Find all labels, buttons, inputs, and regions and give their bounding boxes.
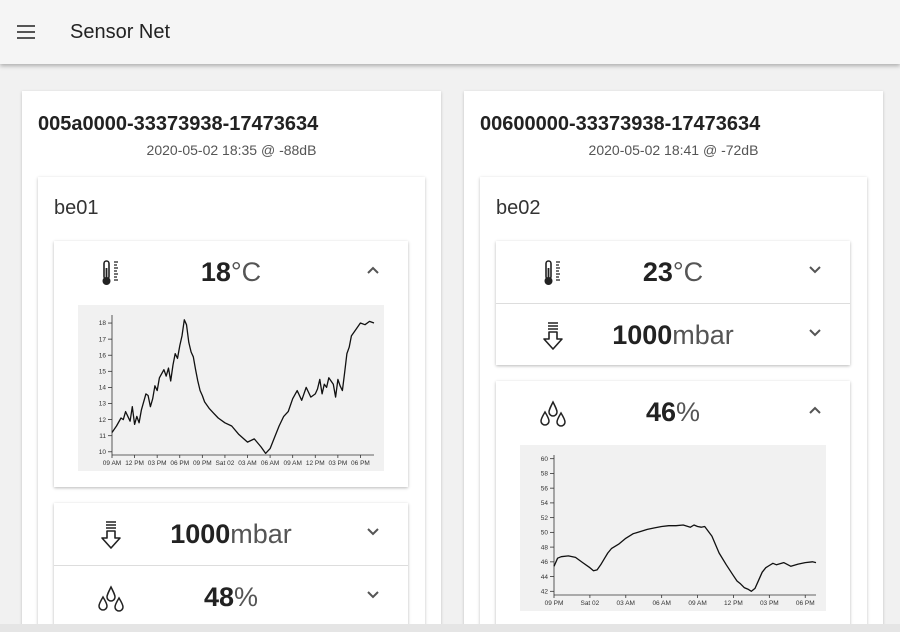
sensor-panel: 23°C 1000mbar	[496, 241, 850, 365]
temperature-row[interactable]: 23°C	[496, 241, 850, 303]
humidity-value: 46%	[645, 397, 701, 427]
x-tick-label: 03 PM	[328, 460, 347, 467]
location-name: be01	[54, 197, 99, 219]
thermometer-icon	[102, 260, 118, 285]
temperature-value: 23°C	[642, 257, 704, 287]
app-bar: Sensor Net	[0, 0, 900, 64]
location-name: be02	[496, 197, 541, 219]
pressure-row[interactable]: 1000mbar	[496, 303, 850, 365]
pressure-down-arrow-icon	[543, 322, 563, 350]
y-tick-label: 42	[541, 589, 549, 596]
pressure-value: 1000mbar	[170, 519, 292, 549]
y-tick-label: 52	[541, 515, 549, 522]
x-tick-label: 12 PM	[306, 460, 325, 467]
water-drops-icon	[540, 400, 566, 427]
humidity-row[interactable]: 46%	[496, 381, 850, 443]
x-tick-label: 09 PM	[193, 460, 212, 467]
chevron-down-icon[interactable]	[366, 590, 380, 600]
temperature-value: 18°C	[200, 257, 262, 287]
y-tick-label: 56	[541, 485, 549, 492]
y-tick-label: 18	[99, 320, 107, 327]
y-tick-label: 16	[99, 352, 107, 359]
x-tick-label: 12 PM	[724, 600, 743, 607]
x-tick-label: 12 PM	[125, 460, 144, 467]
x-tick-label: 09 AM	[283, 460, 301, 467]
device-id: 00600000-33373938-17473634	[480, 113, 761, 135]
device-status: 2020-05-02 18:41 @ -72dB	[588, 142, 759, 158]
y-tick-label: 46	[541, 559, 549, 566]
device-status: 2020-05-02 18:35 @ -88dB	[146, 142, 317, 158]
y-tick-label: 10	[99, 449, 107, 456]
device-id: 005a0000-33373938-17473634	[38, 113, 319, 135]
y-tick-label: 60	[541, 456, 549, 463]
x-tick-label: 03 AM	[617, 600, 635, 607]
x-tick-label: 06 PM	[796, 600, 815, 607]
x-tick-label: 03 PM	[760, 600, 779, 607]
y-tick-label: 17	[99, 336, 107, 343]
y-tick-label: 11	[99, 433, 106, 440]
y-tick-label: 15	[99, 369, 107, 376]
x-tick-label: 03 PM	[148, 460, 167, 467]
x-tick-label: 09 AM	[103, 460, 121, 467]
device-card: 005a0000-33373938-17473634 2020-05-02 18…	[22, 91, 441, 632]
device-card: 00600000-33373938-17473634 2020-05-02 18…	[464, 91, 883, 632]
humidity-value: 48%	[203, 582, 259, 612]
y-tick-label: 12	[99, 417, 107, 424]
chevron-down-icon[interactable]	[808, 265, 822, 275]
y-tick-label: 13	[99, 401, 107, 408]
series-line	[111, 319, 375, 455]
water-drops-icon	[98, 585, 124, 612]
temperature-row[interactable]: 18°C	[54, 241, 408, 303]
y-tick-label: 14	[99, 385, 107, 392]
chevron-up-icon[interactable]	[808, 405, 822, 415]
y-tick-label: 48	[541, 544, 549, 551]
bottom-scroll-edge	[0, 624, 900, 632]
y-tick-label: 58	[541, 471, 549, 478]
humidity-panel: 46% 42 44 46 48 50 52 54 56 58 60 09 PM Sat 02 03 AM…	[496, 381, 850, 627]
y-tick-label: 44	[541, 574, 549, 581]
x-tick-label: 06 PM	[351, 460, 370, 467]
menu-icon[interactable]	[14, 21, 38, 43]
chevron-down-icon[interactable]	[808, 328, 822, 338]
pressure-down-arrow-icon	[101, 521, 121, 549]
app-title: Sensor Net	[70, 21, 171, 43]
chevron-down-icon[interactable]	[366, 527, 380, 537]
humidity-row[interactable]: 48%	[54, 565, 408, 627]
thermometer-icon	[544, 260, 560, 285]
location-card: be02 23°C 1000mbar	[480, 177, 867, 632]
pressure-row[interactable]: 1000mbar	[54, 503, 408, 565]
x-tick-label: 06 PM	[170, 460, 189, 467]
sensor-panel: 1000mbar 48%	[54, 503, 408, 632]
x-tick-label: 09 AM	[688, 600, 706, 607]
series-line	[553, 524, 817, 592]
humidity-chart: 42 44 46 48 50 52 54 56 58 60 09 PM Sat 02 03 AM 06 A…	[520, 445, 826, 611]
y-tick-label: 54	[541, 500, 549, 507]
temperature-panel: 18°C 10 11 12 13 14 15 16 17 18 09 AM 12 PM 03 PM 06…	[54, 241, 408, 487]
location-card: be01 18°C 10 11 12 13 14 15 16 17 18 09 AM 12 PM 03…	[38, 177, 425, 632]
y-tick-label: 50	[541, 530, 549, 537]
x-tick-label: 06 AM	[261, 460, 279, 467]
x-tick-label: Sat 02	[580, 600, 599, 607]
x-tick-label: 09 PM	[545, 600, 564, 607]
x-tick-label: Sat 02	[216, 460, 235, 467]
x-tick-label: 03 AM	[238, 460, 256, 467]
x-tick-label: 06 AM	[652, 600, 670, 607]
pressure-value: 1000mbar	[612, 320, 734, 350]
chevron-up-icon[interactable]	[366, 265, 380, 275]
